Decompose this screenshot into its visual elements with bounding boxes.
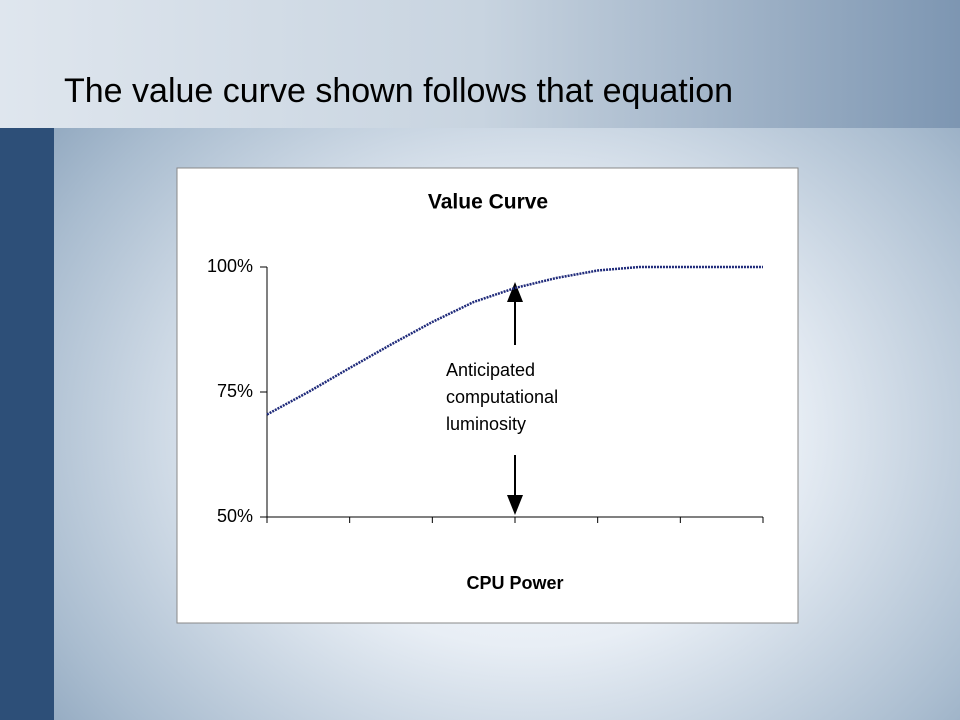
slide-title: The value curve shown follows that equat…: [64, 72, 734, 110]
side-strip: [0, 128, 54, 720]
value-line: [266, 265, 763, 416]
chart-title: Value Curve: [428, 191, 548, 214]
y-tick-label: 50%: [217, 506, 253, 526]
x-axis-label: CPU Power: [466, 573, 563, 593]
y-tick-label: 100%: [207, 256, 253, 276]
annotation: computational: [446, 387, 558, 407]
annotation: luminosity: [446, 414, 526, 434]
annotation: Anticipated: [446, 360, 535, 380]
header-band: [0, 0, 960, 128]
chart-area: [176, 167, 799, 624]
y-tick-label: 75%: [217, 381, 253, 401]
